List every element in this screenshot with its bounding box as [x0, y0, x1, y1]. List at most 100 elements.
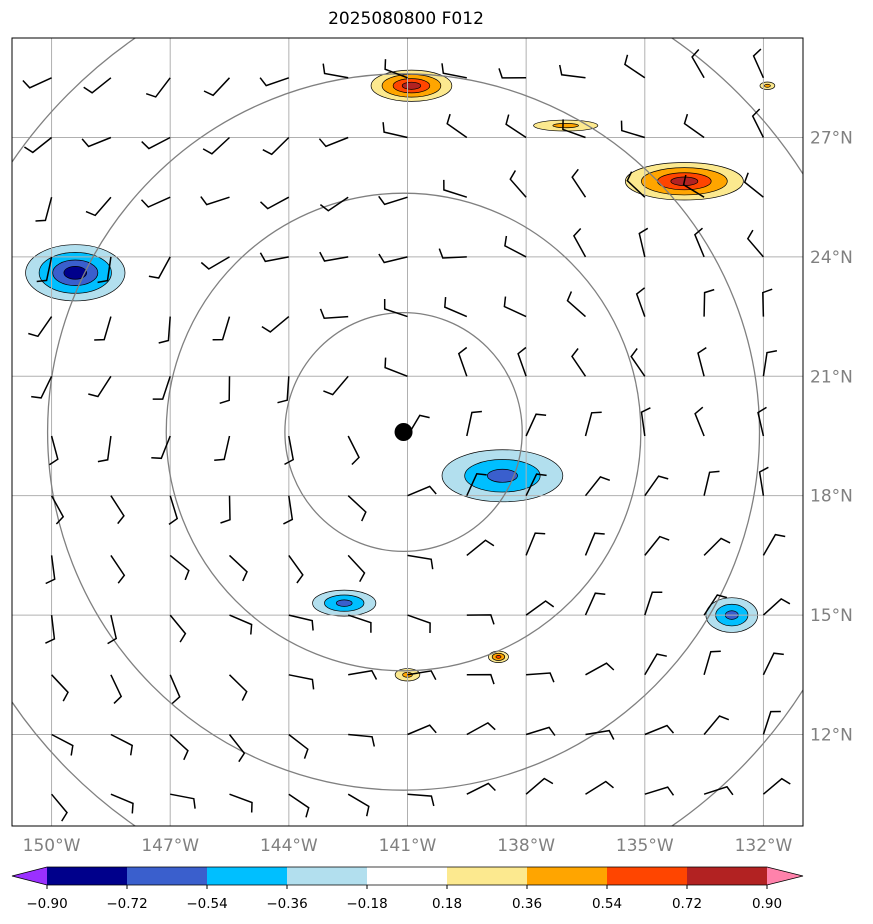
- wind-barb: [384, 357, 408, 377]
- wind-barb: [466, 472, 487, 497]
- wind-barb: [683, 113, 705, 139]
- wind-barb: [110, 495, 125, 525]
- lon-tick-label: 141°W: [379, 836, 437, 856]
- wind-barb: [51, 674, 69, 702]
- wind-barb: [703, 785, 734, 796]
- wind-barb: [751, 108, 765, 138]
- wind-barb: [347, 495, 367, 522]
- wind-barb: [23, 136, 53, 154]
- wind-barb: [107, 614, 118, 645]
- wind-barb: [383, 299, 408, 318]
- wind-barb: [407, 670, 437, 681]
- lat-tick-label: 24°N: [810, 248, 853, 268]
- contour-level-fill: [552, 123, 579, 129]
- wind-barb: [620, 120, 646, 139]
- wind-barb: [630, 348, 646, 377]
- wind-barb: [323, 375, 349, 396]
- wind-barb: [110, 674, 123, 704]
- colorbar-segment: [607, 867, 687, 885]
- wind-barb: [525, 600, 555, 616]
- range-ring: [165, 192, 642, 672]
- wind-barb: [288, 674, 315, 690]
- wind-barb: [288, 554, 304, 584]
- colorbar-tick-label: 0.54: [592, 896, 622, 912]
- contour-pos-south-b: [488, 650, 509, 663]
- wind-barb: [214, 435, 231, 462]
- wind-barb: [288, 614, 314, 631]
- contour-neg-west: [25, 244, 126, 302]
- wind-barb: [407, 724, 437, 736]
- colorbar: −0.90 −0.72 −0.54 −0.36 −0.18 0.18 0.36 0.54 0.7…: [11, 866, 804, 912]
- colorbar-segment: [207, 867, 287, 885]
- map-title: 2025080800 F012: [328, 9, 484, 29]
- wind-barb: [200, 256, 230, 270]
- wind-barb: [457, 346, 468, 377]
- wind-barb: [140, 196, 171, 208]
- wind-barb: [277, 376, 290, 404]
- lat-tick-label: 27°N: [810, 128, 853, 148]
- contour-level-fill: [401, 81, 422, 90]
- wind-barb: [762, 597, 791, 616]
- wind-barb: [168, 495, 179, 526]
- wind-barb: [682, 174, 705, 198]
- contour-level-fill: [486, 468, 518, 483]
- colorbar-extend-max: [767, 867, 803, 885]
- wind-barb: [97, 256, 112, 284]
- wind-barb: [283, 495, 294, 525]
- wind-barb: [229, 793, 253, 813]
- contour-level-fill: [335, 599, 353, 607]
- wind-barb: [466, 721, 496, 736]
- lon-tick-label: 147°W: [141, 836, 199, 856]
- wind-barb: [644, 591, 663, 616]
- wind-barb: [151, 435, 171, 460]
- wind-barb: [703, 537, 731, 556]
- wind-barb: [762, 710, 781, 735]
- range-ring: [46, 73, 761, 791]
- colorbar-segment: [687, 867, 767, 885]
- wind-barb: [525, 473, 547, 497]
- wind-barb: [438, 248, 467, 259]
- wind-barb: [626, 171, 646, 198]
- wind-barb: [762, 350, 778, 377]
- wind-barb: [504, 235, 527, 258]
- wind-barb: [624, 54, 646, 79]
- wind-barb: [110, 554, 126, 584]
- wind-barb: [762, 652, 784, 676]
- wind-barb: [585, 729, 615, 740]
- wind-barb: [584, 411, 602, 437]
- wind-barb: [584, 476, 611, 497]
- wind-barb: [169, 554, 190, 581]
- wind-barb: [752, 48, 765, 79]
- wind-barb: [110, 733, 134, 756]
- wind-barb: [22, 77, 52, 89]
- wind-barb: [703, 470, 720, 496]
- wind-barb: [743, 172, 764, 198]
- wind-barb: [466, 782, 496, 795]
- wind-barb: [407, 554, 434, 570]
- colorbar-tick-label: 0.36: [512, 896, 542, 912]
- wind-barb: [148, 256, 171, 279]
- wind-barb: [640, 407, 651, 437]
- wind-barb: [45, 615, 56, 644]
- wind-barb: [110, 793, 134, 814]
- contour-level-fill: [764, 83, 771, 88]
- wind-barb: [378, 195, 408, 206]
- contour-pos-north-top: [370, 69, 453, 102]
- lon-tick-label: 132°W: [735, 836, 793, 856]
- wind-barb: [348, 733, 376, 747]
- wind-barb: [384, 59, 408, 79]
- wind-barb: [262, 136, 290, 156]
- wind-barb: [169, 674, 181, 705]
- wind-barb: [348, 669, 378, 680]
- wind-barb: [693, 227, 705, 258]
- wind-barb: [694, 406, 705, 437]
- wind-barb: [407, 614, 431, 634]
- wind-barb: [644, 724, 675, 736]
- wind-barb: [571, 168, 587, 198]
- lon-tick-label: 138°W: [497, 836, 555, 856]
- colorbar-tick-label: −0.18: [346, 896, 387, 912]
- contour-neg-sw: [312, 589, 377, 617]
- wind-barb: [757, 406, 767, 437]
